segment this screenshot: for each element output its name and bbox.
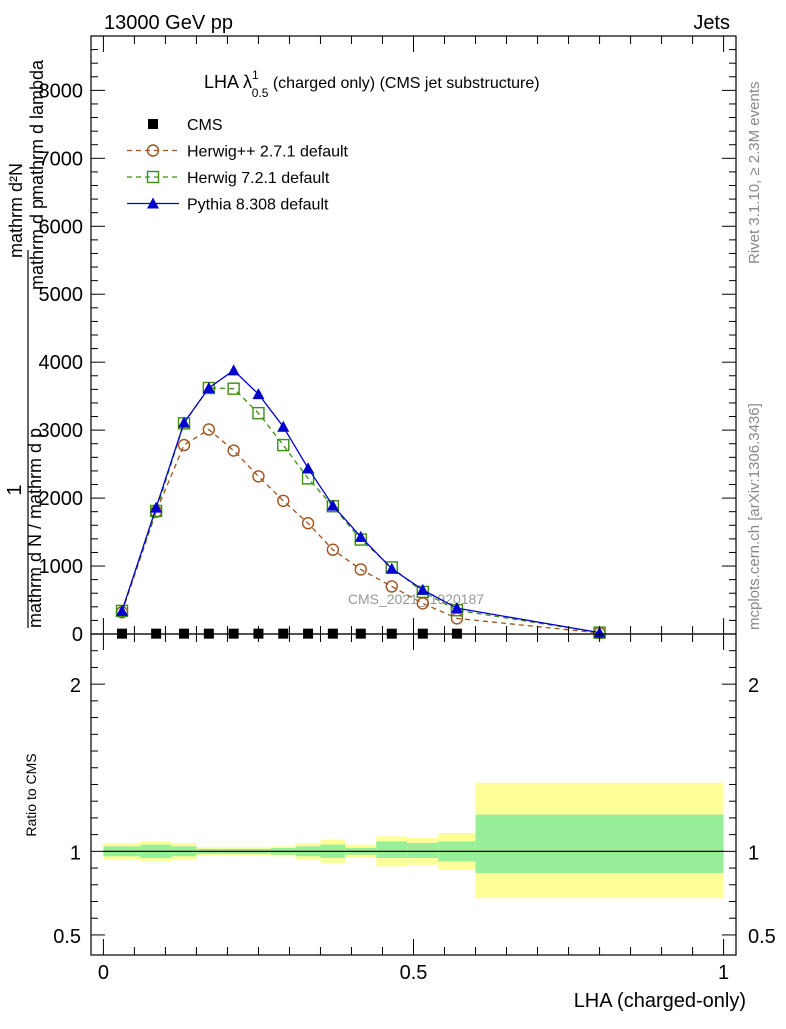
ratio-y-tick-label: 2 <box>70 675 81 697</box>
x-tick-label: 0 <box>98 962 109 984</box>
legend-item: Herwig++ 2.7.1 default <box>127 144 349 161</box>
data-point <box>252 406 265 420</box>
y-label-denominator: mathrm d N / mathrm d p <box>25 428 45 628</box>
y-tick-label: 7000 <box>39 148 84 170</box>
y-label-numerator: 1 <box>4 484 26 495</box>
legend-marker <box>147 197 159 209</box>
mcplots-url-label: mcplots.cern.ch [arXiv:1306.3436] <box>746 403 763 630</box>
title-prefix: LHA λ <box>204 72 252 92</box>
uncertainty-band-inner <box>376 841 408 859</box>
data-point <box>302 462 315 474</box>
data-point <box>385 562 398 574</box>
uncertainty-band-inner <box>475 814 724 874</box>
y-tick-label: 4000 <box>39 352 84 374</box>
legend-marker <box>146 170 160 184</box>
y-label-right-denominator: mathrm d p <box>27 199 47 290</box>
legend-item: Herwig 7.2.1 default <box>127 170 330 187</box>
data-point <box>277 494 290 508</box>
header-jets-label: Jets <box>693 12 730 34</box>
title-sup: 1 <box>252 68 259 82</box>
data-point <box>277 438 290 452</box>
y-tick-label: 1000 <box>39 556 84 578</box>
x-axis-label: LHA (charged-only) <box>574 990 746 1012</box>
legend-label: Herwig++ 2.7.1 default <box>187 144 349 161</box>
data-point <box>177 438 191 452</box>
data-point <box>227 364 240 376</box>
data-point <box>416 583 429 595</box>
data-point <box>252 388 265 400</box>
watermark-label: CMS_2021_I1920187 <box>348 591 484 607</box>
header-energy-label: 13000 GeV pp <box>104 12 233 34</box>
chart-title: LHA λ1 0.5 (charged only) (CMS jet substr… <box>204 68 540 100</box>
legend-label: CMS <box>187 117 223 134</box>
data-point <box>277 420 290 432</box>
data-point <box>252 470 265 483</box>
y-tick-label: 2000 <box>39 488 84 510</box>
data-point <box>116 604 129 616</box>
main-y-axis-label: 1 mathrm d N / mathrm d p mathrm d²N mat… <box>4 59 47 628</box>
series-line <box>121 387 600 634</box>
y-tick-label: 6000 <box>39 216 84 238</box>
data-point <box>202 382 215 394</box>
ratio-y-tick-label: 0.5 <box>53 926 81 948</box>
y-label-right-rest: mathrm d lambda <box>27 59 47 200</box>
data-point <box>326 499 339 511</box>
data-point <box>385 580 398 593</box>
ratio-y-tick-label-right: 0.5 <box>748 926 776 948</box>
y-tick-label: 5000 <box>39 284 84 306</box>
data-point <box>202 423 216 436</box>
data-point <box>326 543 340 556</box>
series-line <box>121 369 600 634</box>
title-suffix: (charged only) (CMS jet substructure) <box>268 75 539 92</box>
main-panel: 1 mathrm d N / mathrm d p mathrm d²N mat… <box>4 35 737 646</box>
ratio-panel: 0.5 0.5 1 1 2 2 0 0.5 1 Ratio to CMS LHA (charge… <box>23 633 776 1012</box>
legend-item: CMS <box>148 117 223 134</box>
x-tick-label: 1 <box>718 962 729 984</box>
ratio-y-tick-label-right: 2 <box>748 675 759 697</box>
y-label-right-numerator: mathrm d²N <box>6 163 26 258</box>
series-pythia-8-308-default <box>116 364 606 638</box>
rivet-version-label: Rivet 3.1.10, ≥ 2.3M events <box>746 82 763 265</box>
legend-marker <box>146 144 160 157</box>
data-point <box>178 416 191 428</box>
data-point <box>354 563 367 576</box>
data-point <box>227 444 240 457</box>
data-point <box>354 530 367 542</box>
legend-marker <box>148 119 158 129</box>
y-tick-label: 0 <box>72 624 83 646</box>
uncertainty-band-inner <box>407 842 439 859</box>
legend-label: Pythia 8.308 default <box>187 197 329 214</box>
title-sub: 0.5 <box>252 86 269 100</box>
data-point <box>301 517 315 530</box>
ratio-y-tick-label: 1 <box>70 842 81 864</box>
y-tick-label: 3000 <box>39 420 84 442</box>
legend: CMS Herwig++ 2.7.1 default Herwig 7.2.1 de… <box>127 117 349 214</box>
legend-label: Herwig 7.2.1 default <box>187 170 330 187</box>
x-tick-label: 0.5 <box>400 962 428 984</box>
y-tick-label: 8000 <box>39 80 84 102</box>
ratio-y-axis-label: Ratio to CMS <box>23 753 39 836</box>
data-point <box>150 501 163 513</box>
data-point <box>227 382 240 395</box>
ratio-y-tick-label-right: 1 <box>748 842 759 864</box>
data-point <box>450 602 463 614</box>
legend-item: Pythia 8.308 default <box>127 197 329 214</box>
